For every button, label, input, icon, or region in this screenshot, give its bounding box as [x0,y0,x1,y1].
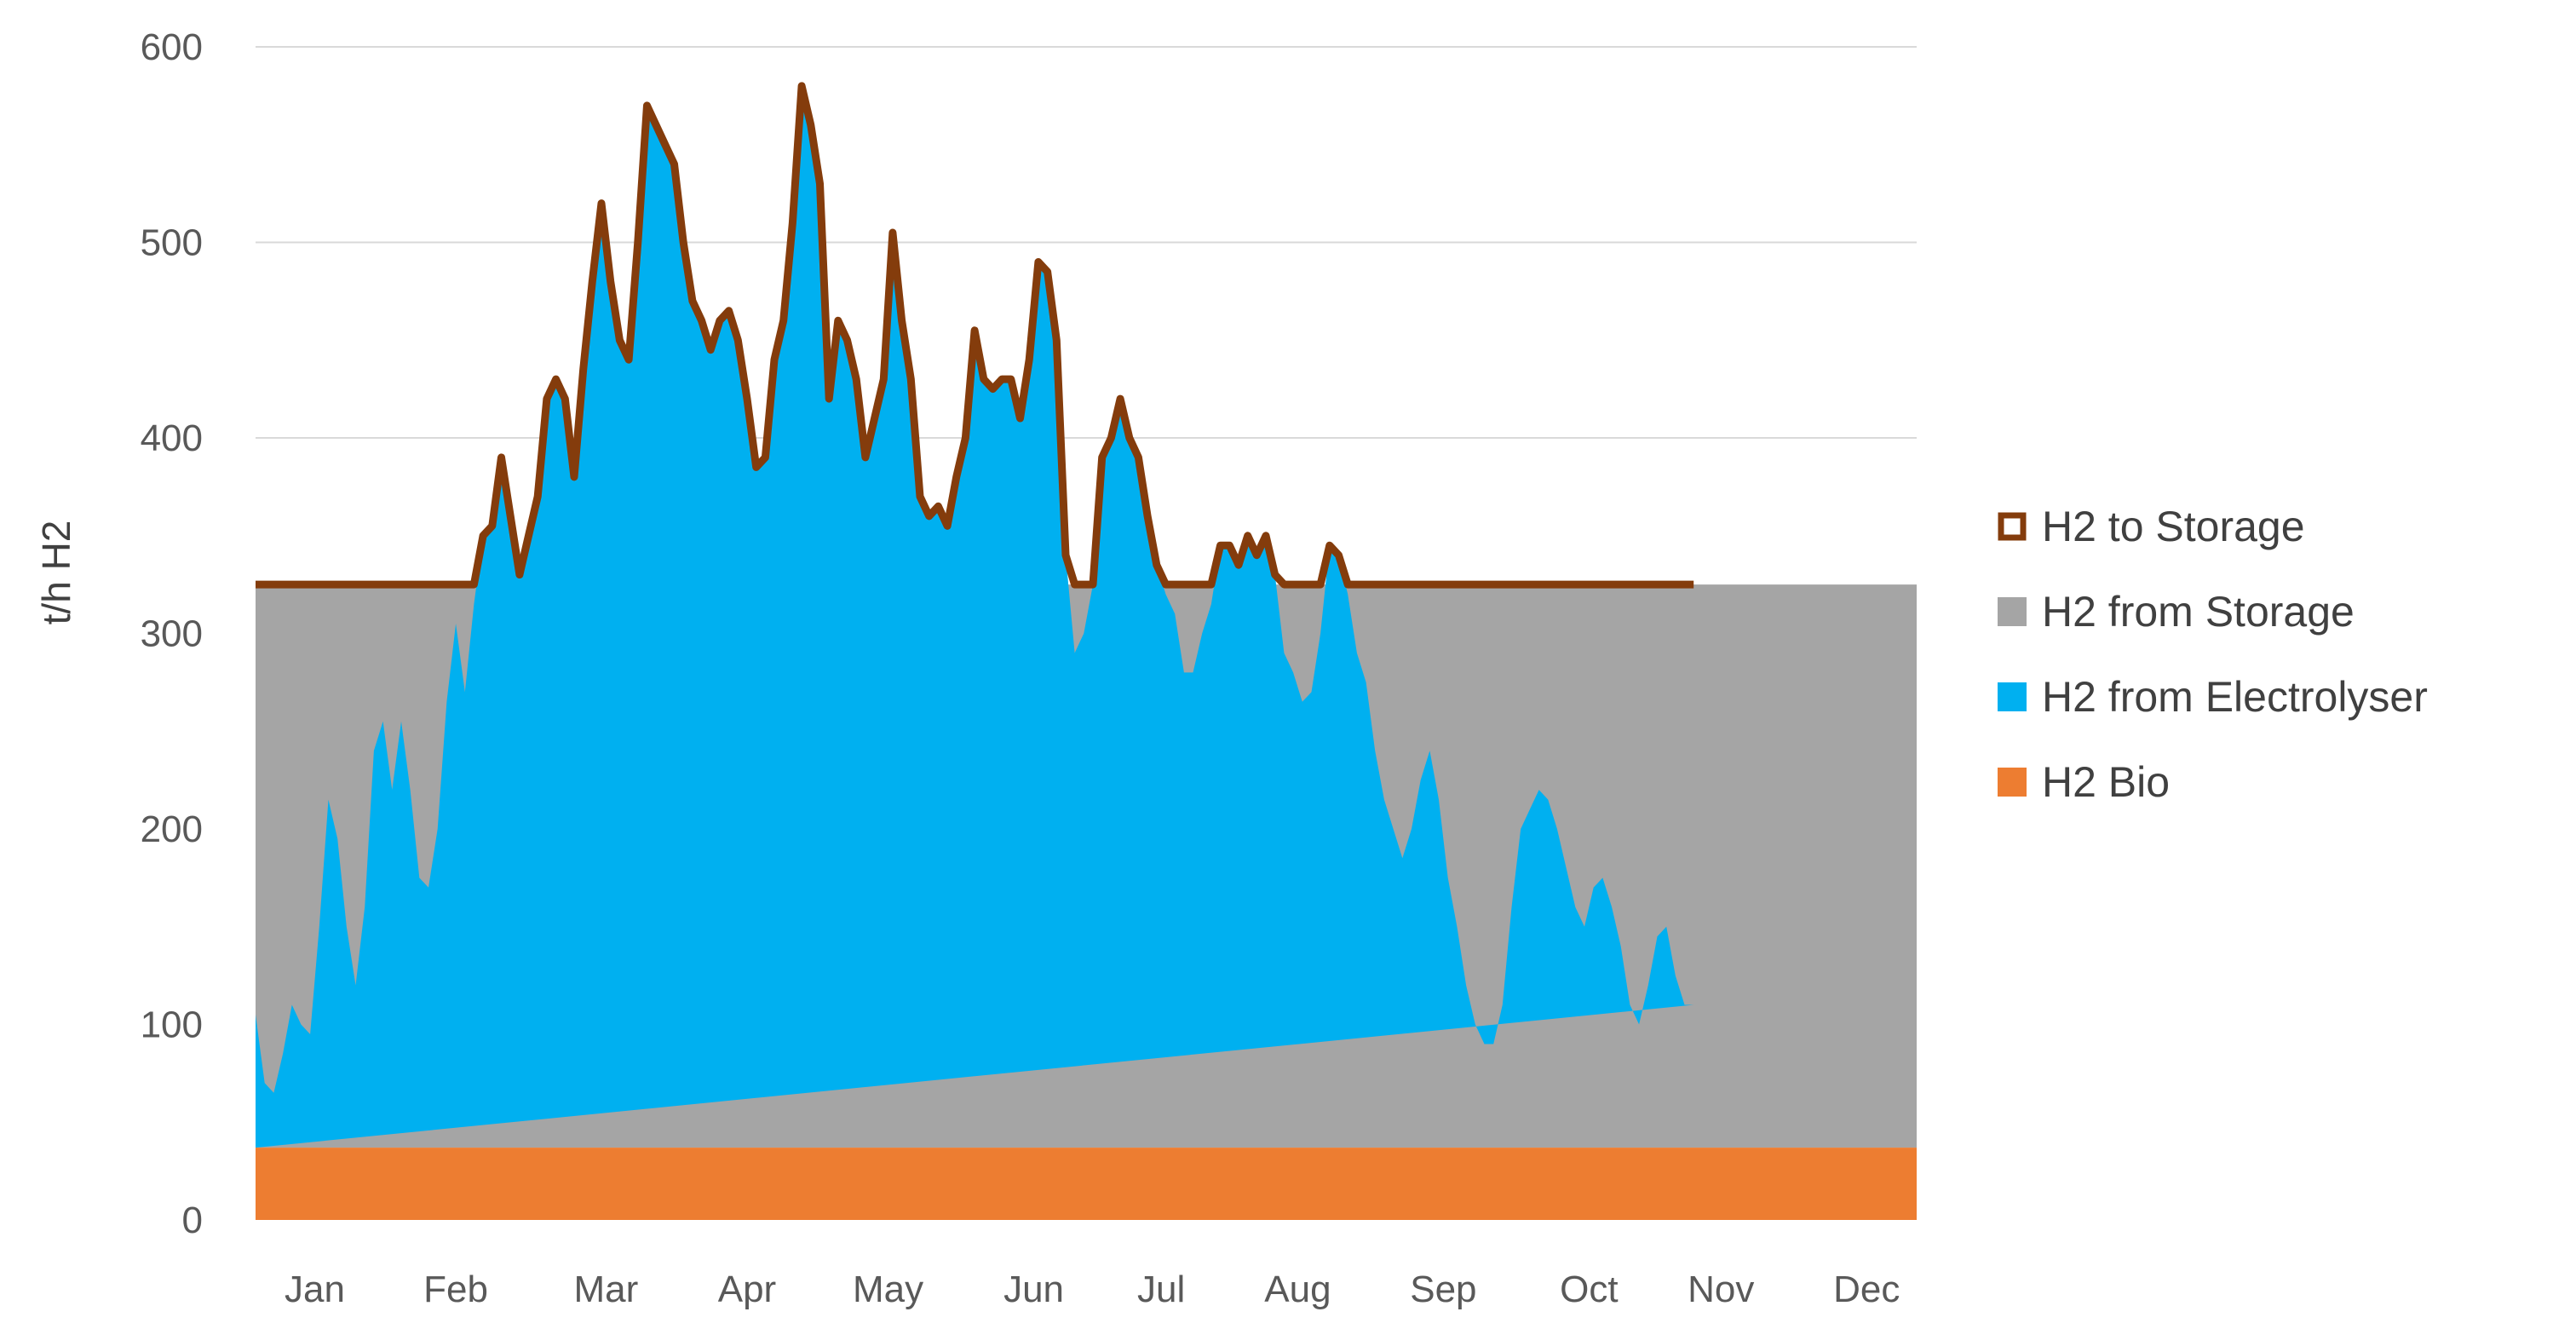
legend-label: H2 Bio [2042,758,2170,806]
plot-area [256,82,1917,1220]
x-tick-label: Aug [1264,1269,1331,1310]
legend-label: H2 to Storage [2042,503,2305,550]
legend-label: H2 from Storage [2042,588,2355,636]
legend: H2 to Storage H2 from Storage H2 from Elec… [1998,503,2428,806]
legend-item: H2 Bio [1998,758,2170,806]
area-h2-bio [256,1148,1917,1220]
y-axis-title: t/h H2 [34,521,78,625]
y-tick-label: 400 [141,417,203,459]
x-axis-ticks: Jan Feb Mar Apr May Jun Jul Aug Sep Oct Nov Dec [285,1269,1900,1310]
y-tick-label: 500 [141,222,203,264]
x-tick-label: Jan [285,1269,345,1310]
legend-swatch [1998,597,2027,626]
legend-item: H2 from Storage [1998,588,2355,636]
legend-label: H2 from Electrolyser [2042,673,2428,721]
x-tick-label: Nov [1688,1269,1754,1310]
x-tick-label: Dec [1833,1269,1900,1310]
line-h2-to-storage [256,82,1694,589]
y-tick-label: 200 [141,808,203,850]
x-tick-label: May [853,1269,923,1310]
legend-item: H2 from Electrolyser [1998,673,2428,721]
legend-swatch [1998,512,2027,541]
x-tick-label: Feb [423,1269,488,1310]
x-tick-label: Sep [1410,1269,1476,1310]
x-tick-label: Jul [1137,1269,1185,1310]
y-axis-ticks: 0 100 200 300 400 500 600 [141,26,203,1241]
x-tick-label: Oct [1560,1269,1618,1310]
y-tick-label: 300 [141,613,203,655]
y-tick-label: 100 [141,1004,203,1046]
y-tick-label: 600 [141,26,203,68]
legend-item: H2 to Storage [1998,503,2305,550]
legend-swatch [1998,768,2027,797]
legend-swatch [1998,682,2027,711]
x-tick-label: Mar [573,1269,638,1310]
area-h2-from-electrolyser [256,85,1694,1148]
x-tick-label: Apr [718,1269,776,1310]
x-tick-label: Jun [1003,1269,1064,1310]
y-tick-label: 0 [182,1200,203,1241]
